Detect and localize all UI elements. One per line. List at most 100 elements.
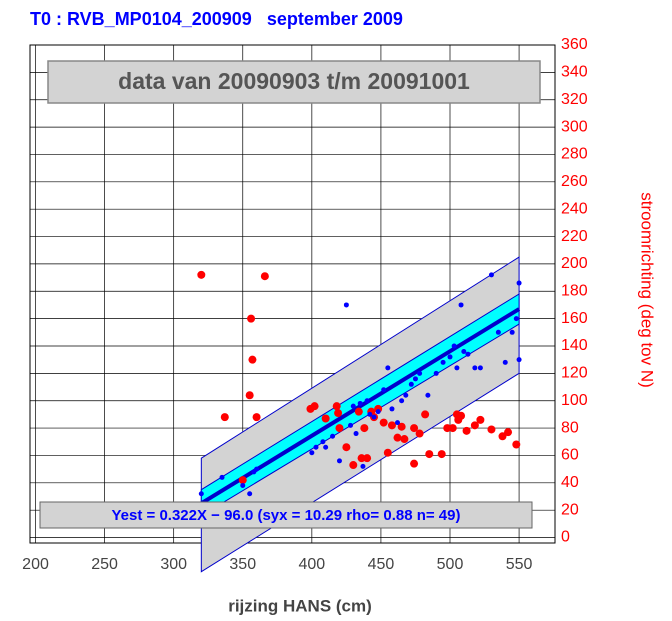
point bbox=[400, 435, 409, 444]
y-tick-label: 180 bbox=[561, 282, 588, 299]
y-tick-label: 340 bbox=[561, 64, 588, 81]
point bbox=[357, 400, 363, 406]
point bbox=[381, 387, 387, 393]
point bbox=[516, 357, 522, 363]
point bbox=[336, 458, 342, 464]
x-tick-label: 500 bbox=[437, 556, 464, 573]
point bbox=[334, 409, 343, 418]
point bbox=[387, 421, 396, 430]
point bbox=[254, 466, 260, 472]
point bbox=[448, 424, 457, 433]
x-tick-label: 350 bbox=[229, 556, 256, 573]
point bbox=[495, 329, 501, 335]
point bbox=[504, 428, 513, 437]
point bbox=[240, 483, 246, 489]
y-tick-label: 220 bbox=[561, 228, 588, 245]
point bbox=[245, 391, 254, 400]
fit-label-box bbox=[39, 501, 533, 529]
point bbox=[360, 424, 369, 433]
point bbox=[487, 425, 496, 434]
point bbox=[451, 343, 457, 349]
point bbox=[410, 424, 419, 433]
point bbox=[412, 376, 418, 382]
y-tick-label: 0 bbox=[561, 529, 570, 546]
point bbox=[320, 439, 326, 445]
x-tick-label: 250 bbox=[91, 556, 118, 573]
point bbox=[470, 421, 479, 430]
point bbox=[219, 474, 225, 480]
point bbox=[332, 402, 341, 411]
point bbox=[425, 392, 431, 398]
point bbox=[321, 414, 330, 423]
point bbox=[313, 444, 319, 450]
point bbox=[350, 403, 356, 409]
point bbox=[375, 409, 381, 415]
point bbox=[385, 365, 391, 371]
point bbox=[367, 411, 373, 417]
point bbox=[465, 351, 471, 357]
y-tick-label: 140 bbox=[561, 337, 588, 354]
point bbox=[433, 370, 439, 376]
y-tick-label: 60 bbox=[561, 447, 579, 464]
annotation-box bbox=[47, 60, 541, 104]
x-tick-label: 300 bbox=[160, 556, 187, 573]
point bbox=[354, 407, 363, 416]
point bbox=[447, 354, 453, 360]
point bbox=[363, 454, 372, 463]
point bbox=[247, 491, 253, 497]
point bbox=[197, 270, 206, 279]
y-tick-label: 280 bbox=[561, 146, 588, 163]
point bbox=[498, 432, 507, 441]
point bbox=[502, 359, 508, 365]
point bbox=[393, 433, 402, 442]
point bbox=[348, 422, 354, 428]
fit-label: Yest = 0.322X − 96.0 (syx = 10.29 rho= 0… bbox=[112, 507, 461, 524]
point bbox=[335, 424, 344, 433]
y-tick-label: 320 bbox=[561, 91, 588, 108]
point bbox=[454, 365, 460, 371]
point bbox=[462, 426, 471, 435]
point bbox=[437, 450, 446, 459]
y-tick-label: 360 bbox=[561, 36, 588, 53]
x-tick-label: 450 bbox=[368, 556, 395, 573]
point bbox=[516, 280, 522, 286]
point bbox=[425, 450, 434, 459]
y-tick-label: 100 bbox=[561, 392, 588, 409]
point bbox=[220, 413, 229, 422]
point bbox=[353, 431, 359, 437]
point bbox=[457, 411, 466, 420]
point bbox=[349, 461, 358, 470]
point bbox=[330, 433, 336, 439]
fit-line bbox=[200, 307, 521, 506]
x-tick-label: 550 bbox=[506, 556, 533, 573]
y-tick-label: 160 bbox=[561, 310, 588, 327]
point bbox=[399, 398, 405, 404]
point bbox=[415, 429, 424, 438]
point bbox=[323, 444, 329, 450]
point bbox=[458, 302, 464, 308]
point bbox=[421, 410, 430, 419]
point bbox=[443, 424, 452, 433]
x-axis-label: rijzing HANS (cm) bbox=[228, 596, 372, 615]
point bbox=[397, 422, 406, 431]
point bbox=[379, 418, 388, 427]
point bbox=[389, 406, 395, 412]
point bbox=[488, 272, 494, 278]
annotation: data van 20090903 t/m 20091001 bbox=[118, 68, 470, 94]
point bbox=[509, 329, 515, 335]
point bbox=[408, 381, 414, 387]
point bbox=[310, 402, 319, 411]
point bbox=[371, 414, 377, 420]
point bbox=[403, 392, 409, 398]
point bbox=[198, 491, 204, 497]
point bbox=[417, 370, 423, 376]
point bbox=[477, 365, 483, 371]
y-tick-label: 80 bbox=[561, 419, 579, 436]
point bbox=[383, 448, 392, 457]
point bbox=[252, 413, 261, 422]
x-tick-label: 200 bbox=[22, 556, 49, 573]
plot-frame bbox=[29, 44, 556, 544]
point bbox=[476, 415, 485, 424]
point bbox=[360, 463, 366, 469]
